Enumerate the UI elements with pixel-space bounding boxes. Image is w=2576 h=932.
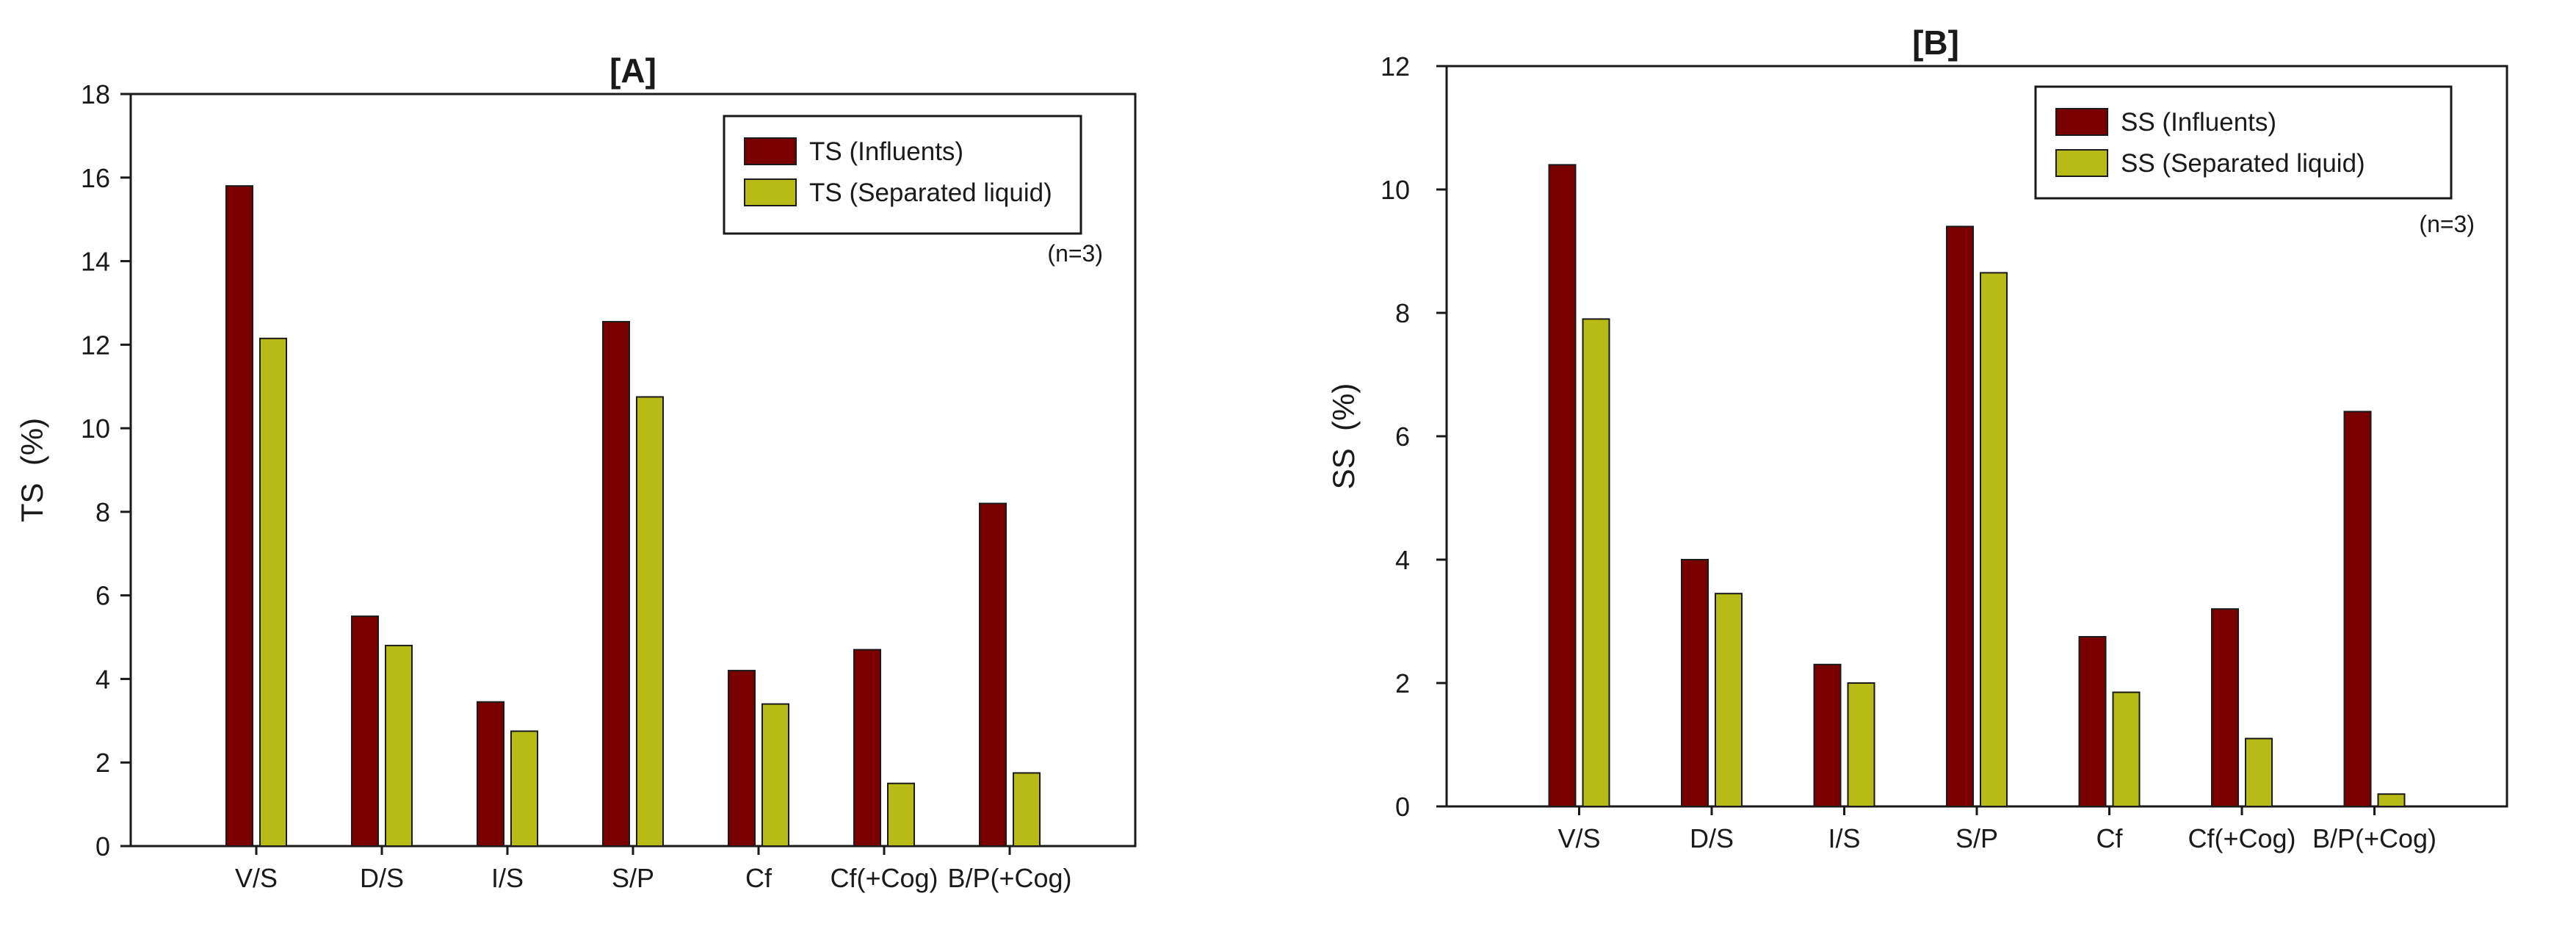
y-tick-label: 0 [1395, 792, 1410, 822]
y-tick-label: 16 [81, 163, 110, 193]
chart-title: [A] [609, 51, 656, 90]
y-tick-label: 8 [95, 497, 110, 527]
y-tick-label: 10 [81, 413, 110, 444]
chart-b: [B] SS (%) 0 2 4 6 8 10 12 V/S D/S I/S S/P Cf Cf(+Cog)… [1326, 24, 2508, 853]
bar-influents [1946, 225, 1974, 807]
x-tick-label: S/P [612, 863, 654, 893]
y-tick-label: 2 [1395, 668, 1410, 698]
bar-separated-liquid [1980, 272, 2008, 807]
x-tick-label: Cf(+Cog) [2188, 823, 2295, 853]
chart-title: [B] [1912, 24, 1959, 62]
x-tick-label: V/S [1557, 823, 1600, 853]
y-tick-label: 2 [95, 748, 110, 778]
bar-separated-liquid [1013, 772, 1041, 848]
bar-influents [2343, 411, 2372, 807]
bar-separated-liquid [2112, 691, 2141, 807]
y-tick-label: 14 [81, 247, 110, 277]
bar-influents [853, 649, 881, 847]
bar-separated-liquid [761, 703, 789, 847]
bar-influents [2078, 636, 2107, 807]
legend-swatch [744, 178, 797, 206]
bar-influents [351, 615, 379, 847]
bar-influents [477, 701, 504, 847]
legend-box [723, 115, 1082, 235]
bar-separated-liquid [385, 644, 413, 848]
y-tick-label: 10 [1381, 175, 1410, 205]
legend-swatch [2055, 149, 2108, 177]
x-tick-label: I/S [1828, 823, 1860, 853]
bar-influents [2211, 608, 2239, 807]
legend: SS (Influents) SS (Separated liquid) [2034, 85, 2453, 200]
legend-label: SS (Separated liquid) [2121, 149, 2365, 178]
bar-separated-liquid [1715, 593, 1743, 807]
y-tick-label: 6 [1395, 422, 1410, 452]
bar-separated-liquid [1582, 318, 1610, 807]
x-tick-label: D/S [1690, 823, 1734, 853]
x-tick-label: Cf [745, 863, 773, 893]
bar-influents [1548, 164, 1577, 807]
legend-label: TS (Influents) [809, 137, 963, 166]
bar-influents [1813, 663, 1842, 807]
y-tick-label: 4 [95, 664, 110, 694]
bar-separated-liquid [887, 782, 915, 847]
x-tick-label: D/S [360, 863, 404, 893]
legend: TS (Influents) TS (Separated liquid) [723, 115, 1082, 235]
legend-label: SS (Influents) [2121, 108, 2276, 137]
chart-a: [A] TS (%) 0 2 4 6 8 10 12 14 16 18 V/S D/S I/S S/P Cf Cf… [15, 51, 1137, 893]
y-tick-label: 18 [81, 79, 110, 109]
bar-separated-liquid [2377, 793, 2406, 807]
y-axis-label: SS (%) [1326, 383, 1361, 490]
bar-influents [1681, 559, 1709, 807]
bar-influents [728, 670, 756, 847]
x-tick-label: Cf [2096, 823, 2124, 853]
y-tick-label: 8 [1395, 298, 1410, 328]
bar-separated-liquid [259, 337, 287, 847]
x-tick-label: I/S [491, 863, 524, 893]
legend-swatch [744, 137, 797, 165]
legend-swatch [2055, 108, 2108, 136]
bar-separated-liquid [510, 730, 538, 847]
x-tick-label: B/P(+Cog) [2312, 823, 2436, 853]
y-tick-label: 12 [81, 330, 110, 360]
y-tick-label: 12 [1381, 51, 1410, 82]
bar-separated-liquid [636, 396, 664, 847]
sample-size-note: (n=3) [2419, 211, 2475, 237]
y-axis-label: TS (%) [15, 418, 49, 522]
bar-separated-liquid [2245, 737, 2273, 807]
legend-box [2034, 85, 2453, 200]
x-tick-label: V/S [235, 863, 278, 893]
bar-influents [225, 185, 253, 847]
y-tick-label: 0 [95, 831, 110, 861]
bar-separated-liquid [1847, 682, 1875, 807]
bar-influents [979, 502, 1007, 847]
y-tick-label: 4 [1395, 545, 1410, 575]
bar-influents [602, 321, 630, 847]
x-tick-label: Cf(+Cog) [830, 863, 938, 893]
sample-size-note: (n=3) [1047, 240, 1103, 267]
x-tick-label: B/P(+Cog) [947, 863, 1071, 893]
x-tick-label: S/P [1955, 823, 1998, 853]
legend-label: TS (Separated liquid) [809, 178, 1052, 207]
y-tick-label: 6 [95, 581, 110, 611]
